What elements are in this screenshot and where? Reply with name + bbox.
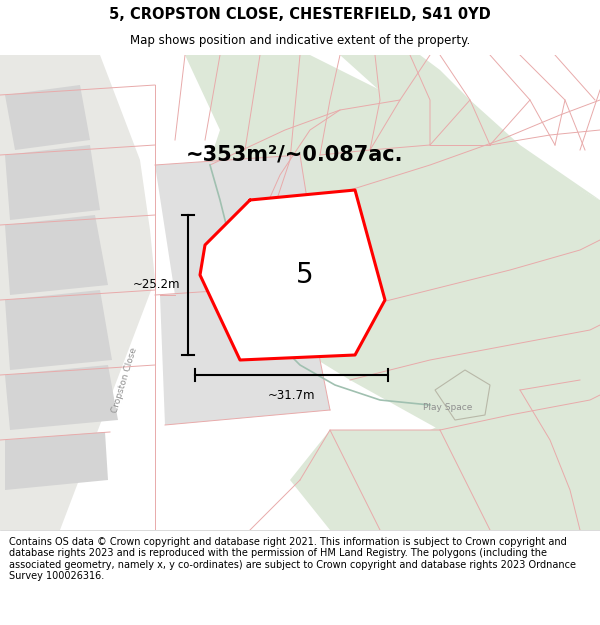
Text: 5, CROPSTON CLOSE, CHESTERFIELD, S41 0YD: 5, CROPSTON CLOSE, CHESTERFIELD, S41 0YD: [109, 8, 491, 22]
Polygon shape: [5, 290, 112, 370]
Polygon shape: [155, 155, 320, 295]
Polygon shape: [160, 285, 330, 425]
Polygon shape: [5, 432, 108, 490]
Polygon shape: [5, 145, 100, 220]
Polygon shape: [0, 55, 155, 530]
Text: ~25.2m: ~25.2m: [133, 279, 180, 291]
Text: Play Space: Play Space: [424, 404, 473, 412]
Polygon shape: [185, 55, 600, 430]
Text: ~353m²/~0.087ac.: ~353m²/~0.087ac.: [186, 145, 404, 165]
Polygon shape: [290, 55, 600, 530]
Text: ~31.7m: ~31.7m: [268, 389, 315, 402]
Polygon shape: [5, 365, 118, 430]
Polygon shape: [5, 85, 90, 150]
Polygon shape: [420, 55, 600, 200]
Text: Contains OS data © Crown copyright and database right 2021. This information is : Contains OS data © Crown copyright and d…: [9, 537, 576, 581]
Text: 5: 5: [295, 261, 313, 289]
Text: Map shows position and indicative extent of the property.: Map shows position and indicative extent…: [130, 34, 470, 47]
Polygon shape: [5, 215, 108, 295]
Polygon shape: [200, 190, 385, 360]
Text: Cropston Close: Cropston Close: [111, 346, 139, 414]
